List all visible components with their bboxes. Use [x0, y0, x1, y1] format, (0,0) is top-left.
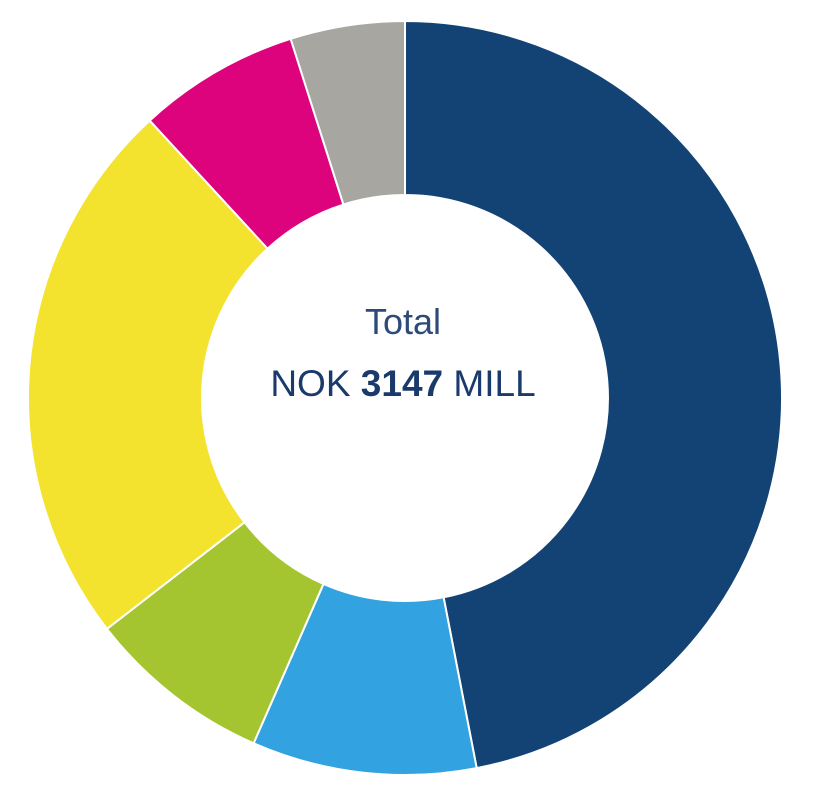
center-label: Total NOK 3147 MILL — [203, 300, 603, 406]
donut-slice-6 — [289, 19, 406, 206]
donut-slices — [27, 19, 783, 776]
donut-slice-1 — [404, 19, 783, 770]
donut-slice-4 — [27, 119, 269, 631]
unit-suffix: MILL — [453, 363, 536, 404]
total-value: 3147 — [360, 363, 444, 404]
center-total: NOK 3147 MILL — [203, 362, 603, 406]
currency-prefix: NOK — [270, 363, 351, 404]
center-title: Total — [364, 301, 442, 342]
